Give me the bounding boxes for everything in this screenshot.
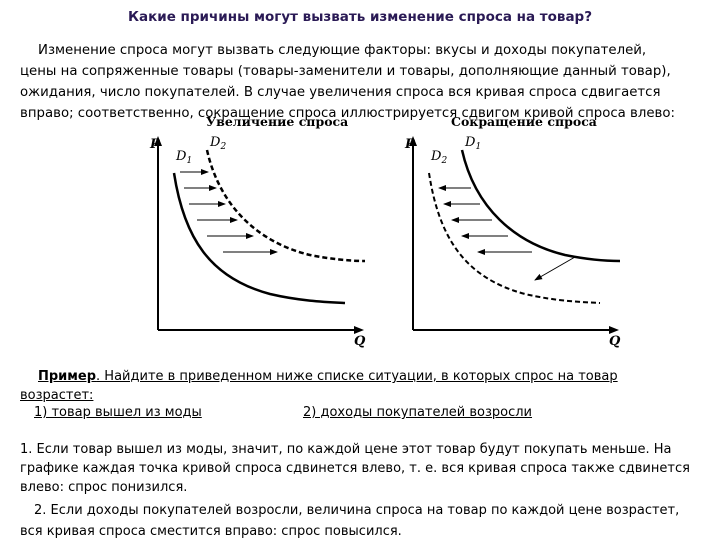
graph-title: Увеличение спроса <box>206 114 348 129</box>
page-title: Какие причины могут вызвать изменение сп… <box>127 9 593 25</box>
graph-decrease: Сокращение спроса P Q D2 D1 <box>395 108 625 352</box>
intro-paragraph: Изменение спроса могут вызвать следующие… <box>20 40 682 124</box>
x-axis-arrow <box>609 326 619 334</box>
example-question-cont: возрастет: <box>20 388 94 403</box>
curve-label-d1: D1 <box>175 149 192 166</box>
shift-arrows <box>438 185 576 281</box>
example-question: Пример. Найдите в приведенном ниже списк… <box>38 369 618 384</box>
demand-curve-d2 <box>428 172 601 304</box>
demand-curve-d1 <box>172 172 346 305</box>
curve-label-d2: D2 <box>430 149 447 166</box>
x-axis-label: Q <box>354 334 366 348</box>
example-block: Пример. Найдите в приведенном ниже списк… <box>20 367 700 405</box>
graph-increase: Увеличение спроса P Q D1 D2 <box>140 108 370 352</box>
answer-paragraph-1: 1. Если товар вышел из моды, значит, по … <box>20 442 690 495</box>
answer-paragraph-2: 2. Если доходы покупателей возросли, вел… <box>20 503 680 539</box>
option-1: 1) товар вышел из моды <box>34 405 202 420</box>
y-axis-arrow <box>409 136 417 146</box>
intro-text: Изменение спроса могут вызвать следующие… <box>20 43 676 121</box>
x-axis-label: Q <box>609 334 621 348</box>
option-2: 2) доходы покупателей возросли <box>303 405 533 420</box>
y-axis-arrow <box>154 136 162 146</box>
x-axis-arrow <box>354 326 364 334</box>
answer-block: 1. Если товар вышел из моды, значит, по … <box>20 440 700 542</box>
graph-title: Сокращение спроса <box>451 114 597 129</box>
curve-label-d2: D2 <box>209 135 226 152</box>
curve-label-d1: D1 <box>464 135 481 152</box>
shift-arrows <box>180 169 278 255</box>
example-label: Пример <box>38 369 97 384</box>
demand-curve-d1 <box>460 149 621 263</box>
demand-curve-d2 <box>205 149 366 263</box>
